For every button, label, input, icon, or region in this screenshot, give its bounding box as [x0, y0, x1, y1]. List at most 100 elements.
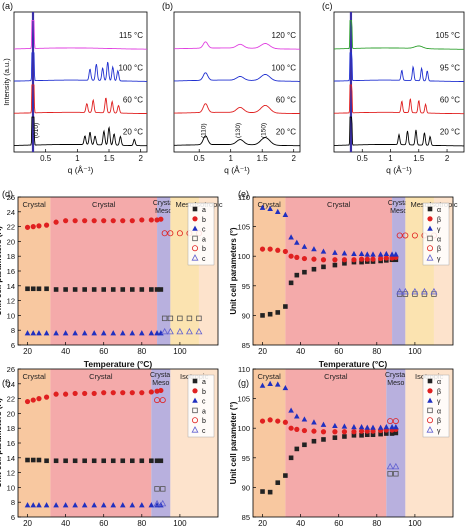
phase-region [50, 369, 152, 517]
data-point [302, 269, 307, 275]
data-point [24, 330, 31, 336]
y-tick-label: 85 [242, 341, 250, 350]
x-tick-label: 1.5 [103, 154, 115, 163]
data-point [320, 248, 327, 254]
data-point [129, 458, 135, 464]
data-point [72, 287, 78, 292]
data-point [411, 287, 419, 295]
y-axis-label: Unit cell parameters (°) [229, 227, 238, 315]
data-point [43, 502, 50, 508]
data-point [274, 208, 281, 214]
phase-label: Crystal [23, 200, 47, 209]
data-point [176, 230, 183, 237]
legend-label: a [202, 236, 206, 243]
data-point [383, 424, 390, 430]
phase-region [18, 197, 51, 345]
phase-region [285, 197, 393, 345]
data-point [311, 438, 317, 444]
x-tick-label: 0.5 [40, 154, 52, 163]
y-tick-label: 20 [7, 409, 15, 418]
x-tick-label: 40 [296, 519, 305, 528]
phase-label: Crystal [89, 372, 113, 381]
y-tick-label: 95 [242, 282, 250, 291]
data-point [332, 249, 338, 255]
data-point [332, 422, 338, 429]
data-point [154, 397, 161, 404]
x-tick-label: 60 [334, 519, 343, 528]
data-point [72, 458, 78, 464]
legend-label: γ [437, 428, 441, 435]
data-point [358, 256, 365, 262]
data-point [393, 251, 399, 257]
data-point [301, 255, 308, 262]
x-tick-label: 40 [296, 347, 305, 356]
data-point [192, 216, 198, 222]
data-point [36, 502, 42, 508]
y-axis-label: Unit cell parameter (°) [229, 401, 238, 484]
data-point [148, 389, 154, 395]
x-tick-label: 100 [173, 519, 187, 528]
data-point [393, 430, 399, 436]
data-point [119, 330, 126, 336]
plot-frame [333, 11, 465, 153]
y-tick-label: 24 [7, 380, 15, 389]
data-point [91, 330, 97, 336]
phase-label: Crystal [258, 200, 282, 209]
data-point [392, 418, 399, 425]
data-point [427, 206, 433, 212]
data-point [341, 423, 348, 429]
data-point [320, 421, 327, 427]
data-point [110, 330, 117, 336]
data-point [282, 248, 288, 255]
trace-105C [334, 20, 464, 50]
xrd-panel-b: 20 °C 60 °C 100 °C 120 °C (110) (130) (150) 0.5… [173, 11, 301, 175]
data-point [167, 230, 174, 237]
data-point [311, 266, 317, 272]
data-point [383, 255, 389, 261]
data-point [378, 255, 384, 262]
trace-label: 120 °C [271, 31, 296, 40]
data-point [259, 246, 266, 252]
data-point [186, 315, 193, 322]
data-point [426, 426, 434, 433]
data-point [301, 243, 308, 249]
data-point [267, 205, 273, 212]
legend-label: c [202, 428, 206, 435]
data-point [110, 390, 116, 396]
trace-20C [174, 135, 300, 147]
data-point [191, 417, 198, 424]
data-point [311, 256, 317, 262]
y-tick-label: 12 [7, 297, 15, 306]
trace-label: 115 °C [119, 31, 143, 40]
data-point [154, 330, 160, 336]
data-point [167, 315, 174, 322]
x-tick-label: 60 [99, 519, 108, 528]
data-point [351, 429, 357, 435]
panel-label: (f) [2, 378, 11, 388]
phase-region [18, 369, 51, 517]
data-point [332, 262, 338, 268]
y-axis-label: Unit cell parameters (Å) [0, 226, 3, 316]
data-point [63, 287, 68, 292]
phase-region [253, 369, 286, 517]
legend-label: α [437, 207, 441, 214]
data-point [364, 256, 370, 262]
peak-annotation: (130) [235, 123, 242, 138]
data-point [387, 471, 393, 477]
data-point [384, 431, 389, 436]
data-point [341, 257, 348, 263]
plot-frame [252, 368, 454, 518]
data-point [158, 216, 164, 222]
y-axis-label: Unit cell parameters (Å) [0, 398, 3, 488]
data-point [426, 245, 433, 252]
data-point [351, 250, 357, 257]
legend-label: γ [437, 227, 441, 234]
legend-label: b [202, 418, 206, 425]
plot-frame [13, 11, 148, 153]
data-point [192, 378, 198, 384]
data-point [159, 499, 167, 507]
panel-label: (d) [2, 189, 13, 199]
trace-label: 60 °C [276, 96, 296, 105]
data-point [148, 330, 155, 336]
data-point [288, 253, 294, 259]
